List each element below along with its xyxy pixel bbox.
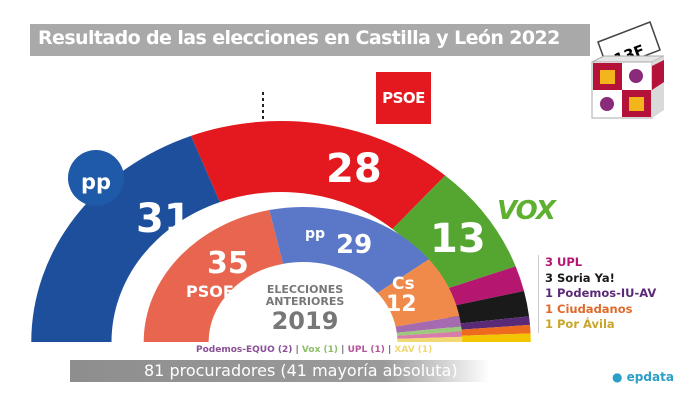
pp-seats-2022: 31 [136, 196, 192, 242]
psoe-seats-2022: 28 [326, 146, 382, 192]
cs-seats-2019: 12 [386, 292, 417, 317]
previous-party-label: XAV (1) [394, 345, 433, 355]
pp-logo-2019: pp [305, 226, 326, 242]
seats-2022-segment-ciudadanos [449, 324, 531, 337]
seats-2022-segment-soria-ya- [445, 291, 530, 325]
seats-2019-segment-psoe [143, 210, 284, 342]
seats-2019-segment-podemos-equo [395, 315, 462, 333]
cs-name-2019: Cs [392, 274, 415, 294]
center-year: 2019 [271, 307, 339, 335]
epdata-logo: ● epdata [612, 370, 674, 384]
previous-minor-parties: Podemos-EQUO (2) | Vox (1) | UPL (1) | X… [196, 345, 433, 355]
footer-text: 81 procuradores (41 mayoría absoluta) [144, 361, 458, 380]
seats-2019-segment-xav [397, 336, 463, 342]
seats-2022-segment-pp [31, 135, 220, 342]
previous-elections-label: ELECCIONES ANTERIORES 2019 [250, 283, 360, 335]
seats-2022-segment-podemos-iu-av [449, 316, 530, 331]
legend-item: 1 Ciudadanos [545, 301, 633, 316]
legend-item: 1 Por Ávila [545, 317, 615, 331]
previous-party-label: Vox (1) [301, 345, 339, 355]
page-title: Resultado de las elecciones en Castilla … [38, 27, 560, 49]
footer-bar: 81 procuradores (41 mayoría absoluta) [70, 360, 490, 382]
seats-2019-segment-cs [377, 259, 460, 327]
center-line2: ANTERIORES [265, 295, 345, 308]
seats-2019-segment-upl [397, 331, 463, 339]
psoe-name-2019: PSOE [186, 282, 234, 301]
title-bar: Resultado de las elecciones en Castilla … [30, 24, 590, 56]
epdata-text: epdata [626, 370, 674, 384]
ballot-box-icon: 13F [591, 21, 665, 119]
legend-item: 1 Podemos-IU-AV [545, 286, 657, 300]
psoe-seats-2019: 35 [207, 246, 249, 281]
legend-item: 3 UPL [545, 255, 583, 269]
previous-party-label: UPL (1) [347, 345, 385, 355]
previous-party-label: Podemos-EQUO (2) [196, 345, 293, 355]
seats-2022-segment-upl [440, 266, 524, 308]
legend-item: 3 Soria Ya! [545, 270, 615, 285]
vox-seats-2022: 13 [430, 216, 486, 262]
center-line1: ELECCIONES [266, 283, 344, 296]
seats-2022-segment-vox [392, 175, 516, 291]
pp-seats-2019: 29 [336, 230, 373, 260]
vox-logo: VOX [497, 196, 556, 226]
psoe-logo: PSOE [376, 72, 431, 124]
seats-2022-segment-por-vila [450, 333, 531, 342]
pp-logo: pp [68, 150, 124, 206]
seats-2019-segment-vox [396, 326, 462, 336]
seats-2022-segment-psoe [191, 121, 446, 229]
legend: 3 UPL 3 Soria Ya! 1 Podemos-IU-AV 1 Ciudada… [538, 255, 656, 333]
seats-2019-segment-pp [269, 207, 429, 293]
